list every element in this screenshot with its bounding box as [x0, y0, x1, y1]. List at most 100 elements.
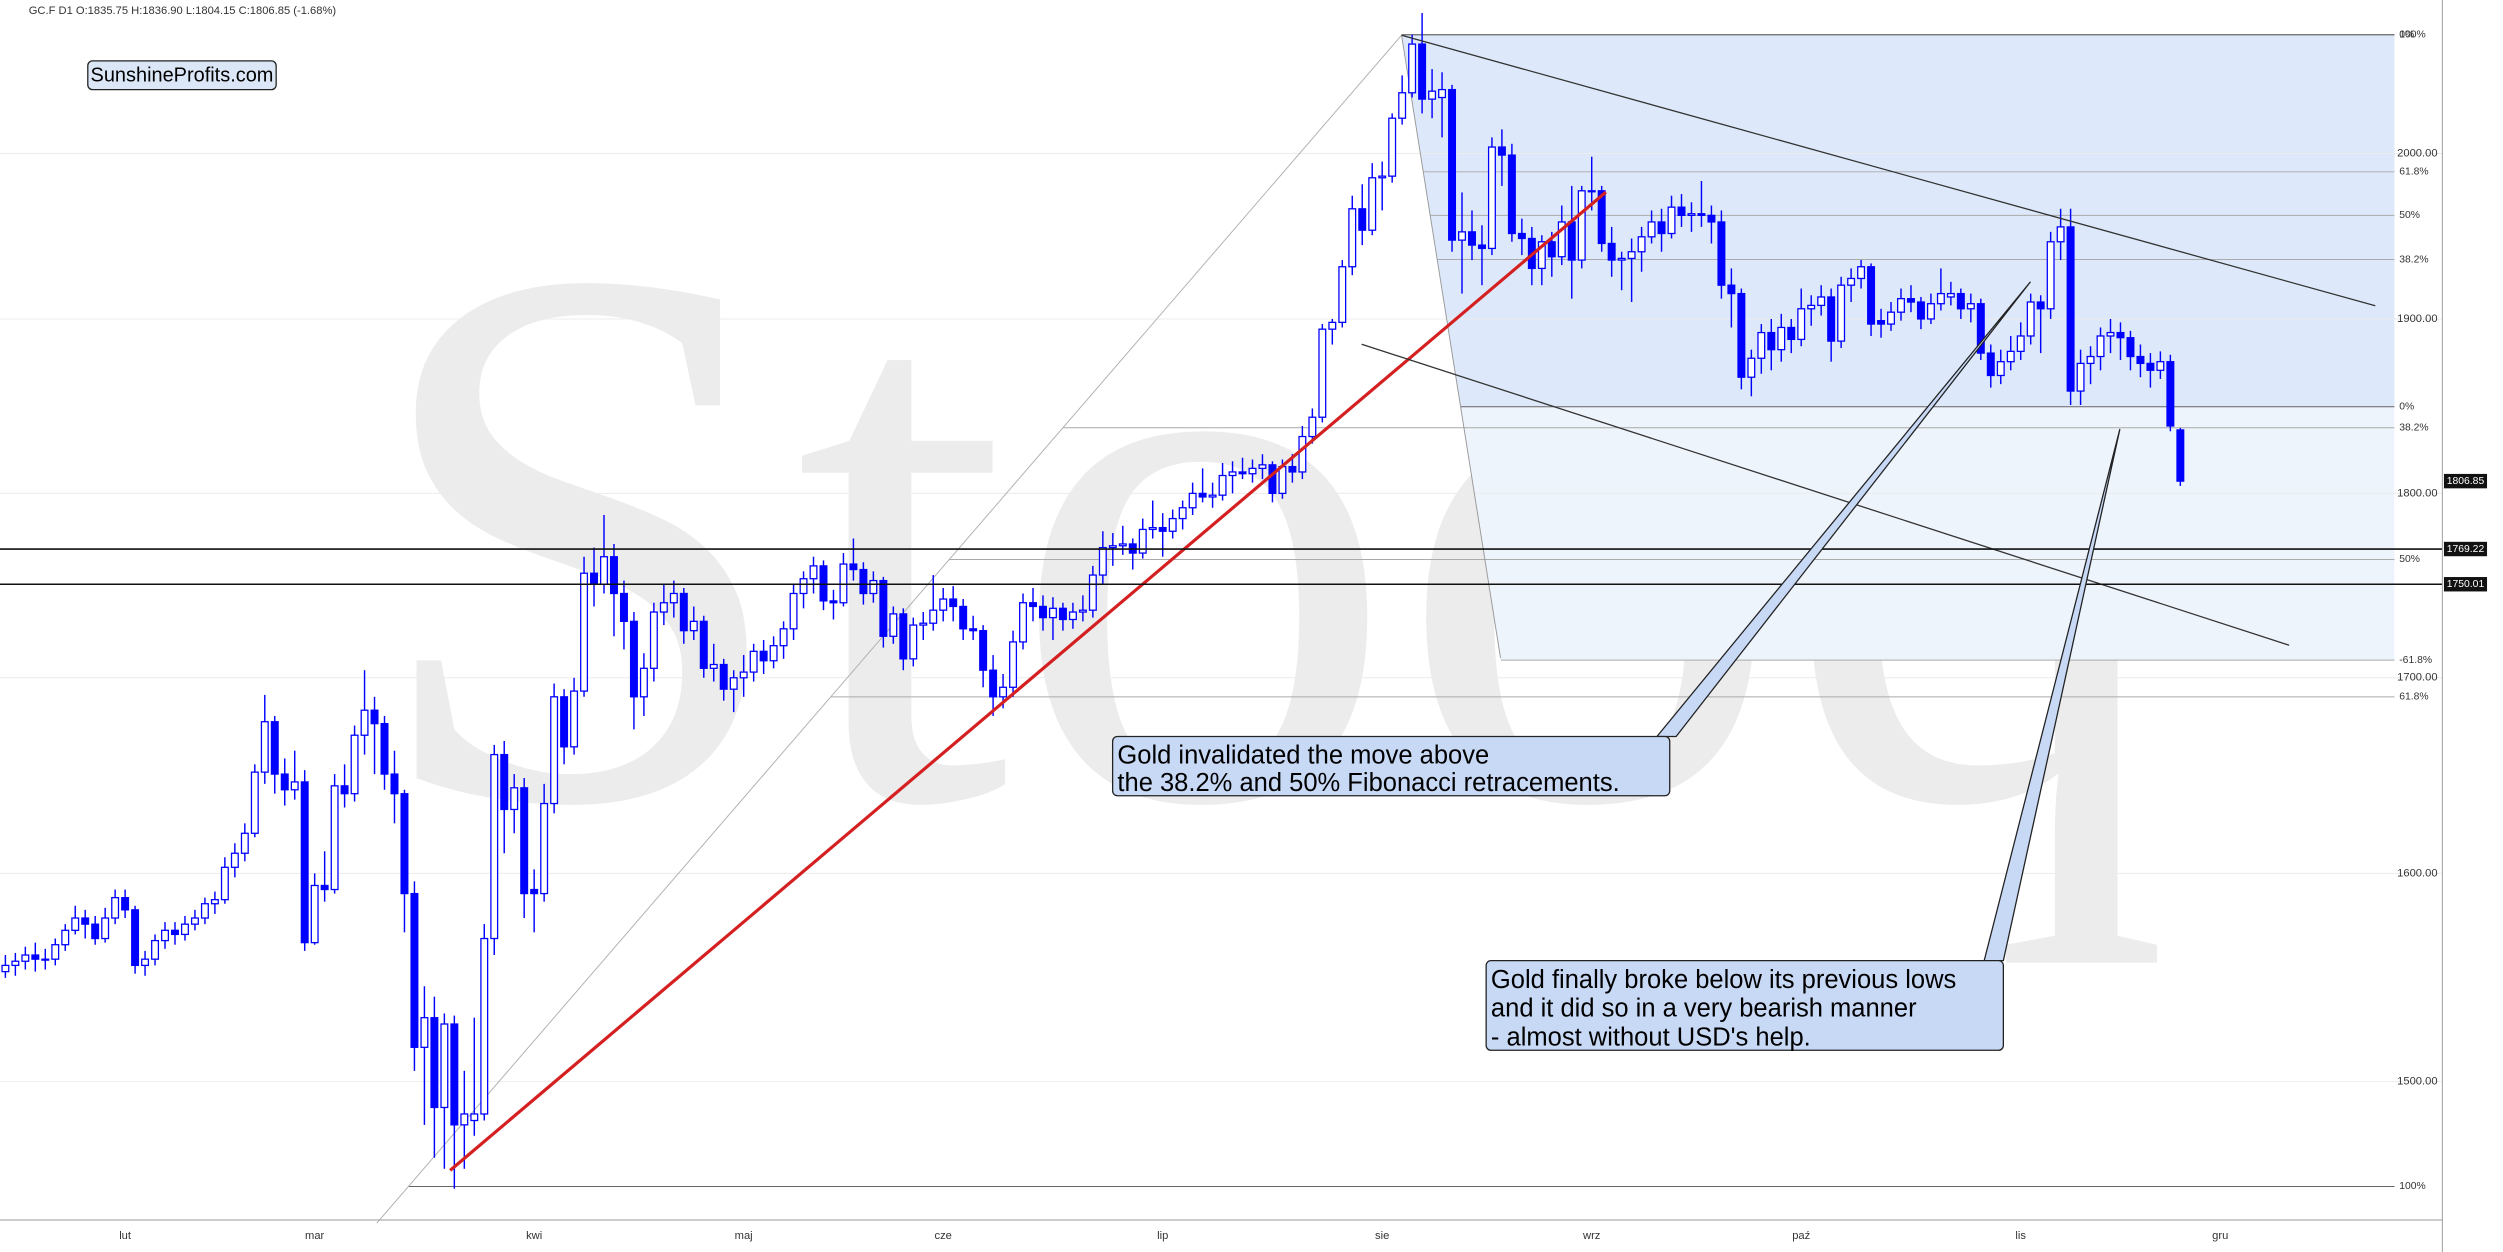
fib-level-label: 38.2% — [2399, 254, 2428, 265]
candle-body-up — [1258, 464, 1267, 470]
candle-body-up — [689, 620, 698, 632]
last-price-label: 1806.85 — [2447, 476, 2485, 487]
candle-body-up — [1398, 92, 1407, 119]
candle-body-up — [939, 598, 948, 611]
candle-body-down — [320, 884, 329, 891]
candle-body-up — [1647, 221, 1656, 238]
fib-level-label: 61.8% — [2399, 167, 2428, 178]
candle-body-up — [1817, 296, 1826, 307]
candle-body-up — [210, 899, 219, 905]
fib-level-label: 0% — [2399, 401, 2414, 412]
candle-body-up — [1627, 251, 1636, 260]
candle-body-up — [11, 960, 20, 967]
fib-level-label: 100% — [2399, 1181, 2426, 1192]
fib-level-label: -61.8% — [2399, 655, 2432, 666]
candle-body-down — [340, 785, 349, 795]
candle-body-down — [1867, 266, 1876, 325]
candle-body-down — [1827, 296, 1836, 342]
candle-body-up — [510, 787, 519, 811]
candle-body-down — [1707, 214, 1716, 223]
candle-body-up — [1178, 507, 1187, 520]
candle-body-up — [2106, 331, 2115, 337]
candle-body-down — [560, 696, 569, 748]
callout-line: and it did so in a very bearish manner — [1491, 995, 1917, 1023]
candle-body-up — [999, 686, 1008, 698]
candle-body-up — [470, 1113, 479, 1122]
candle-body-down — [1497, 146, 1506, 156]
callout-line: - almost without USD's help. — [1491, 1023, 1811, 1051]
candle-body-down — [879, 579, 888, 637]
candle-body-up — [1208, 494, 1217, 498]
candle-body-up — [1348, 208, 1357, 268]
candle-body-down — [31, 954, 40, 960]
candle-body-up — [1278, 465, 1287, 495]
candle-body-up — [141, 958, 150, 967]
x-tick-label: kwi — [526, 1230, 542, 1242]
candle-body-up — [2156, 361, 2165, 371]
candle-body-down — [1906, 298, 1915, 303]
y-tick-label: 1600.00 — [2397, 867, 2437, 879]
candle-body-up — [1328, 321, 1337, 330]
y-tick-label: 1800.00 — [2397, 487, 2437, 499]
y-tick-label: 1900.00 — [2397, 313, 2437, 325]
fib-diagonal — [1401, 35, 1501, 659]
candle-body-up — [1847, 277, 1856, 286]
candle-body-down — [2136, 355, 2145, 365]
candle-body-down — [1697, 213, 1706, 217]
y-tick-label: 1500.00 — [2397, 1076, 2437, 1088]
candle-body-up — [240, 832, 249, 854]
candle-body-up — [669, 592, 678, 604]
candle-body-up — [101, 917, 110, 940]
candle-body-up — [200, 903, 209, 919]
candle-body-up — [1078, 609, 1087, 613]
candle-body-up — [1338, 266, 1347, 323]
badge-box — [87, 60, 277, 91]
candle-body-up — [649, 611, 658, 669]
candle-body-up — [2026, 301, 2035, 337]
candle-body-down — [1029, 602, 1037, 608]
candle-body-up — [1019, 602, 1028, 643]
candle-body-up — [540, 802, 549, 895]
candle-body-up — [2056, 226, 2065, 243]
candle-body-up — [310, 884, 319, 944]
candle-body-down — [500, 753, 509, 811]
candle-body-up — [1088, 574, 1097, 611]
candle-body-down — [121, 897, 130, 911]
candle-body-up — [230, 852, 239, 868]
candle-body-down — [1268, 464, 1277, 495]
candle-body-up — [1757, 331, 1766, 359]
fib-zone — [1460, 406, 2395, 661]
candle-body-up — [1148, 526, 1157, 531]
candle-body-down — [1507, 154, 1516, 235]
candle-body-up — [639, 667, 648, 698]
candle-body-up — [1248, 467, 1257, 475]
candle-body-down — [2066, 226, 2075, 392]
candle-body-down — [1737, 292, 1746, 378]
candle-body-up — [1408, 43, 1417, 94]
x-tick-label: wrz — [1582, 1230, 1601, 1242]
price-box — [2443, 577, 2488, 592]
candle-body-down — [520, 787, 529, 895]
x-tick-label: lut — [119, 1230, 132, 1242]
candle-body-down — [619, 592, 628, 622]
candle-body-up — [809, 565, 818, 580]
candle-body-down — [300, 781, 309, 944]
candle-body-down — [1448, 88, 1457, 241]
candle-body-down — [1158, 526, 1167, 532]
candle-body-up — [2006, 350, 2015, 363]
candle-body-up — [789, 592, 798, 630]
candle-body-down — [171, 929, 179, 936]
candle-body-up — [1637, 236, 1646, 253]
candle-body-down — [1956, 292, 1965, 310]
candle-body-down — [131, 909, 140, 967]
candle-body-up — [749, 650, 758, 673]
price-box-label: 1750.01 — [2447, 579, 2485, 590]
candle-body-down — [400, 793, 409, 895]
candle-body-up — [1587, 190, 1596, 193]
candle-body-down — [2166, 361, 2175, 427]
candle-body-down — [1058, 607, 1067, 621]
candle-body-up — [600, 556, 608, 585]
candle-body-down — [1547, 241, 1556, 258]
candle-body-down — [949, 598, 958, 608]
candle-body-up — [1318, 328, 1327, 418]
